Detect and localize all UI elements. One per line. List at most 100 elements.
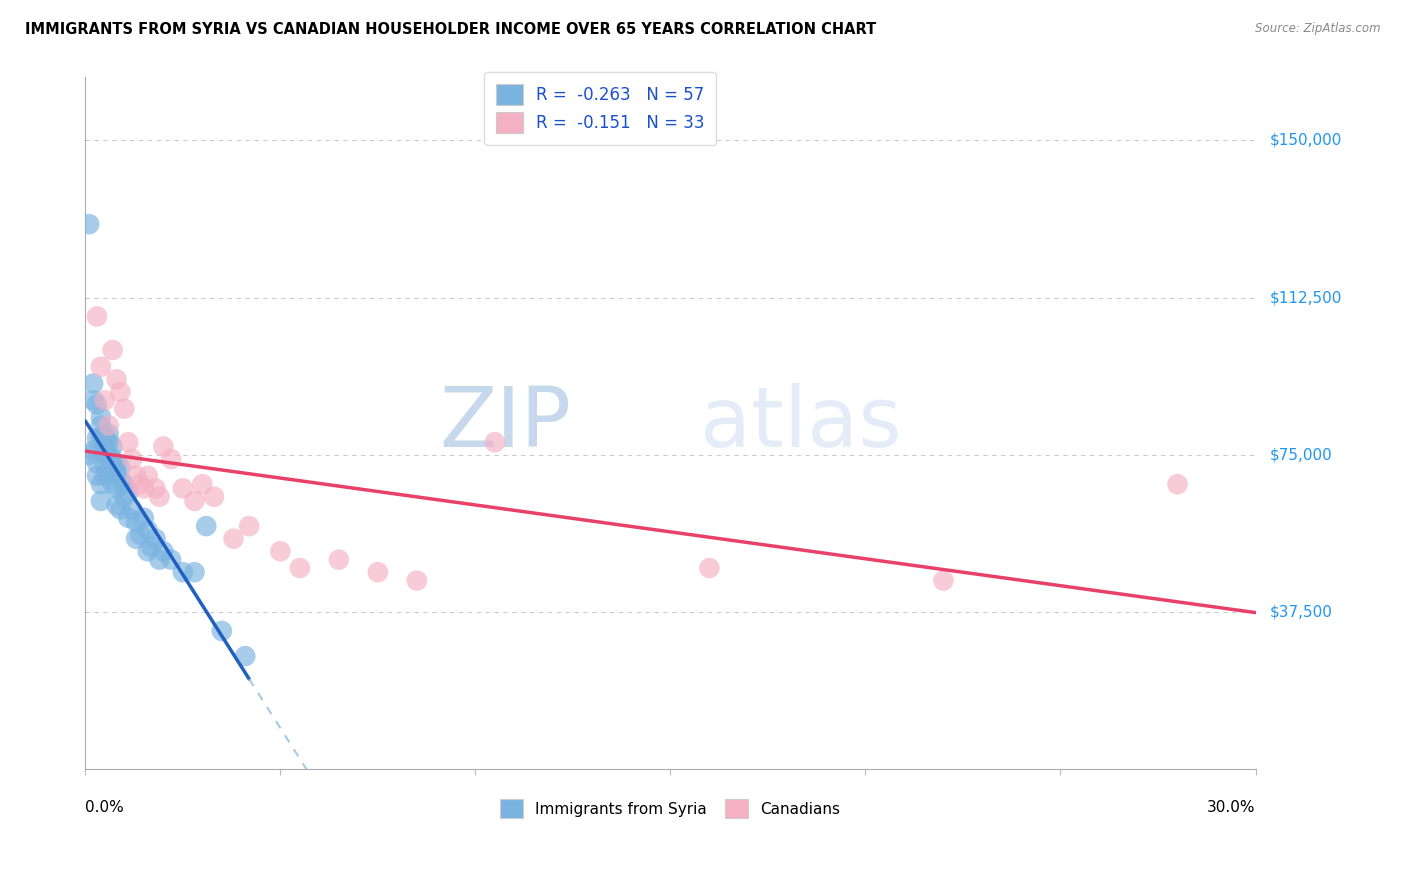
Point	[94, 468, 117, 483]
Point	[90, 494, 112, 508]
Point	[86, 468, 108, 483]
Point	[110, 502, 132, 516]
Point	[145, 481, 167, 495]
Point	[94, 456, 117, 470]
Point	[94, 431, 117, 445]
Point	[105, 456, 128, 470]
Point	[105, 465, 128, 479]
Point	[152, 544, 174, 558]
Point	[148, 552, 170, 566]
Point	[82, 443, 104, 458]
Point	[94, 439, 117, 453]
Point	[1166, 477, 1188, 491]
Point	[105, 372, 128, 386]
Point	[90, 359, 112, 374]
Point	[699, 561, 721, 575]
Point	[195, 519, 218, 533]
Point	[160, 552, 183, 566]
Text: $112,500: $112,500	[1270, 290, 1341, 305]
Point	[125, 468, 148, 483]
Point	[97, 448, 120, 462]
Point	[141, 540, 163, 554]
Point	[82, 393, 104, 408]
Point	[269, 544, 291, 558]
Point	[125, 532, 148, 546]
Point	[117, 510, 139, 524]
Point	[328, 552, 350, 566]
Point	[222, 532, 245, 546]
Point	[132, 481, 155, 495]
Text: Source: ZipAtlas.com: Source: ZipAtlas.com	[1256, 22, 1381, 36]
Point	[152, 439, 174, 453]
Point	[112, 401, 135, 416]
Point	[77, 448, 100, 462]
Point	[112, 477, 135, 491]
Point	[136, 524, 159, 538]
Text: ZIP: ZIP	[439, 383, 571, 464]
Point	[238, 519, 260, 533]
Point	[172, 566, 194, 580]
Point	[129, 527, 152, 541]
Point	[97, 426, 120, 441]
Text: atlas: atlas	[700, 383, 901, 464]
Text: $150,000: $150,000	[1270, 133, 1341, 148]
Point	[110, 473, 132, 487]
Point	[932, 574, 955, 588]
Point	[101, 477, 124, 491]
Point	[86, 456, 108, 470]
Legend: Immigrants from Syria, Canadians: Immigrants from Syria, Canadians	[494, 793, 846, 824]
Point	[110, 384, 132, 399]
Point	[94, 443, 117, 458]
Point	[117, 485, 139, 500]
Point	[202, 490, 225, 504]
Point	[191, 477, 214, 491]
Point	[105, 481, 128, 495]
Point	[101, 460, 124, 475]
Point	[183, 566, 205, 580]
Point	[90, 477, 112, 491]
Point	[125, 515, 148, 529]
Point	[110, 460, 132, 475]
Point	[97, 435, 120, 450]
Point	[405, 574, 427, 588]
Point	[136, 468, 159, 483]
Point	[484, 435, 506, 450]
Point	[121, 452, 143, 467]
Point	[233, 649, 256, 664]
Point	[101, 343, 124, 357]
Point	[90, 410, 112, 425]
Point	[94, 426, 117, 441]
Point	[117, 435, 139, 450]
Text: ZIP: ZIP	[439, 383, 571, 464]
Point	[136, 544, 159, 558]
Point	[90, 418, 112, 433]
Point	[86, 310, 108, 324]
Point	[90, 431, 112, 445]
Point	[129, 477, 152, 491]
Point	[86, 431, 108, 445]
Text: 0.0%: 0.0%	[86, 800, 124, 815]
Point	[94, 448, 117, 462]
Point	[367, 566, 389, 580]
Point	[145, 532, 167, 546]
Point	[183, 494, 205, 508]
Point	[105, 498, 128, 512]
Text: $37,500: $37,500	[1270, 605, 1333, 620]
Point	[82, 376, 104, 391]
Point	[112, 490, 135, 504]
Point	[94, 393, 117, 408]
Text: IMMIGRANTS FROM SYRIA VS CANADIAN HOUSEHOLDER INCOME OVER 65 YEARS CORRELATION C: IMMIGRANTS FROM SYRIA VS CANADIAN HOUSEH…	[25, 22, 876, 37]
Point	[101, 439, 124, 453]
Point	[97, 465, 120, 479]
Point	[77, 217, 100, 231]
Point	[86, 397, 108, 411]
Point	[211, 624, 233, 638]
Point	[121, 502, 143, 516]
Point	[97, 418, 120, 433]
Point	[160, 452, 183, 467]
Text: $75,000: $75,000	[1270, 447, 1331, 462]
Point	[172, 481, 194, 495]
Point	[148, 490, 170, 504]
Point	[132, 510, 155, 524]
Text: 30.0%: 30.0%	[1206, 800, 1256, 815]
